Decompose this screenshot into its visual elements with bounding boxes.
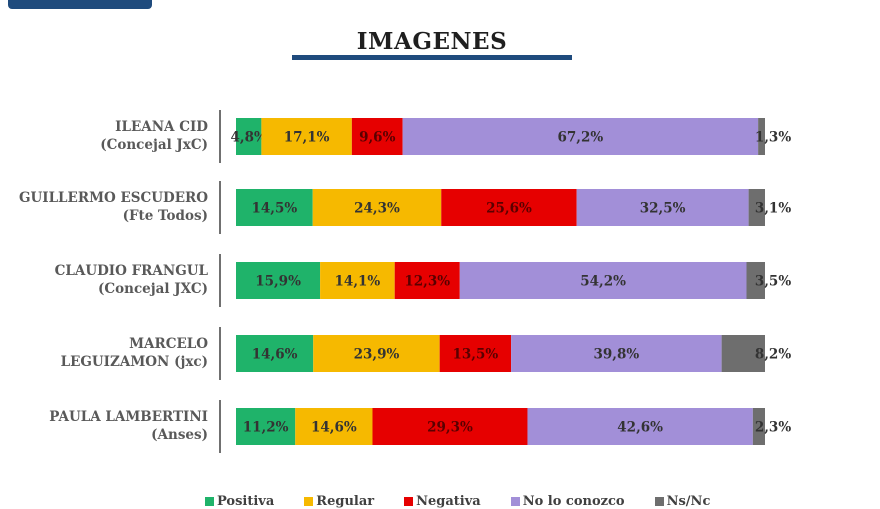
data-label: 39,8% [593,347,639,363]
legend-swatch [510,496,520,506]
bar-segment [236,262,321,299]
legend-item: No lo conozco [510,493,625,509]
legend-item: Positiva [205,494,274,509]
data-label: 15,9% [255,274,301,290]
stacked-bar-chart: ILEANA CID (Concejal JxC) 4,8% 17,1% 9,6% 67,… [19,110,791,453]
legend-label: Regular [316,493,375,509]
row-label-sub: (Anses) [151,427,208,443]
data-label: 14,6% [252,347,298,363]
legend-item: Regular [304,494,374,509]
bar-segment [236,118,262,155]
data-label: 4,8% [231,130,267,146]
bar-segment [721,335,765,372]
corner-logo [8,0,152,9]
legend-item: Negativa [404,494,481,509]
bar-segment [351,118,403,155]
bar-segment [394,262,460,299]
row-label-name: MARCELO [129,336,208,352]
chart-legend: Positiva Regular Negativa No lo conozco Ns/N… [205,493,710,509]
legend-label: No lo conozco [522,493,625,509]
data-label: 2,3% [755,420,791,436]
bar-segment [511,335,722,372]
bar-segment [295,408,373,445]
bar-segment [236,189,313,226]
bar-segment [261,118,352,155]
data-label: 3,1% [755,201,791,217]
row-label-sub: (Concejal JXC) [98,281,208,297]
bar-segment [459,262,747,299]
bar-segment [758,118,765,155]
bar-segment [752,408,765,445]
data-label: 29,3% [427,420,473,436]
legend-label: Negativa [416,493,481,509]
legend-swatch [404,496,414,506]
bar-segment [746,262,765,299]
row-label-sub: (Concejal JxC) [100,137,208,153]
data-label: 14,5% [251,201,297,217]
bar-segment [441,189,577,226]
legend-swatch [205,496,214,506]
data-label: 54,2% [580,274,626,290]
data-label: 1,3% [755,130,791,146]
data-label: 24,3% [354,201,400,217]
bar-segment [402,118,759,155]
legend-label: Ns/Nc [666,493,711,509]
data-label: 32,5% [640,201,686,217]
legend-label: Positiva [217,493,275,509]
row-label-sub: LEGUIZAMON (jxc) [61,354,208,370]
bar-segment [313,335,440,372]
row-label-name: CLAUDIO FRANGUL [55,263,209,279]
legend-swatch [654,496,664,506]
bar-segment [236,408,296,445]
data-label: 23,9% [354,347,400,363]
data-label: 9,6% [359,130,395,146]
data-label: 42,6% [617,420,663,436]
data-label: 14,6% [311,420,357,436]
bar-segment [320,262,395,299]
data-label: 14,1% [335,274,381,290]
data-label: 12,3% [404,274,450,290]
data-label: 3,5% [755,274,791,290]
bar-segment [576,189,749,226]
page-title: IMAGENES [356,28,508,55]
legend-item: Ns/Nc [654,493,711,509]
data-label: 17,1% [284,130,330,146]
row-label-sub: (Fte Todos) [123,208,208,224]
data-label: 11,2% [243,420,289,436]
bar-segment [236,335,314,372]
row-label-name: PAULA LAMBERTINI [49,409,208,425]
title-underline [292,55,572,60]
bar-segment [372,408,528,445]
row-label-name: ILEANA CID [115,119,208,135]
bar-segment [527,408,753,445]
legend-swatch [304,496,314,506]
data-label: 25,6% [486,201,532,217]
data-label: 8,2% [755,347,791,363]
row-label-name: GUILLERMO ESCUDERO [19,190,208,206]
data-label: 13,5% [453,347,499,363]
bar-segment [312,189,442,226]
bar-segment [748,189,765,226]
data-label: 67,2% [558,130,604,146]
bar-segment [439,335,512,372]
